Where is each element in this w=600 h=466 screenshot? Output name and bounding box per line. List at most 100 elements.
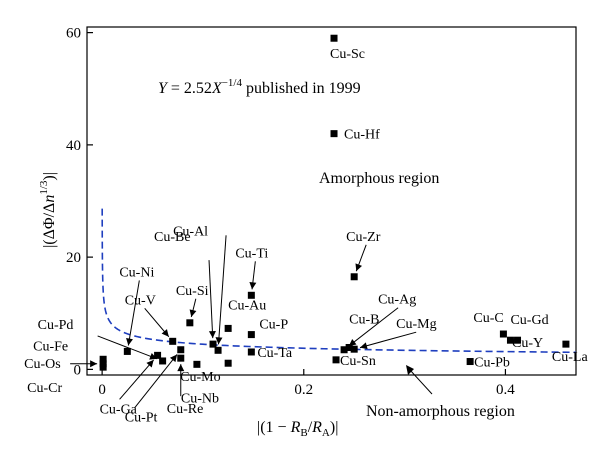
data-point-cu-sn (332, 356, 340, 364)
label-cu-mo: Cu-Mo (180, 370, 220, 385)
non-amorphous-region-label: Non-amorphous region (366, 403, 515, 420)
arrowhead-cu-pt (169, 354, 178, 363)
y-tick-label: 20 (66, 250, 81, 266)
arrow-cu-al (217, 235, 227, 345)
arrow-cu-ga (119, 359, 155, 400)
label-cu-nb: Cu-Nb (181, 391, 219, 406)
label-cu-gd: Cu-Gd (510, 313, 548, 328)
y-tick-label: 40 (66, 138, 81, 154)
arrow-cu-pt (134, 354, 178, 409)
data-point-cu-nb (193, 360, 201, 368)
fit-x-var: X (211, 80, 223, 97)
arrow-cu-ni (127, 280, 140, 346)
data-point-cu-ti (247, 291, 255, 299)
arrowhead-cu-be (208, 330, 216, 339)
data-point-cu-ta (247, 348, 255, 356)
arrowhead-cu-si (189, 309, 197, 317)
label-cu-ta: Cu-Ta (257, 346, 293, 361)
label-cu-sc: Cu-Sc (330, 47, 365, 62)
data-point-cu-al (214, 346, 222, 354)
data-point-cu-cr (99, 363, 107, 371)
data-point-cu-zr (350, 273, 358, 281)
data-point-cu-be (209, 340, 217, 348)
arrowhead-cu-ti (249, 281, 257, 290)
data-point-cu-ga (154, 351, 162, 359)
arrow-cu-mg (359, 331, 417, 349)
label-cu-re: Cu-Re (167, 402, 204, 417)
label-cu-au: Cu-Au (228, 298, 266, 313)
data-point-cu-fe (99, 355, 107, 363)
data-point-cu-hf (330, 130, 338, 138)
label-cu-fe: Cu-Fe (33, 339, 68, 354)
x-tick-label: 0.2 (294, 382, 313, 398)
data-point-cu-p (247, 331, 255, 339)
label-cu-hf: Cu-Hf (344, 128, 380, 143)
data-point-cu-mg (350, 345, 358, 353)
label-cu-sn: Cu-Sn (340, 354, 376, 369)
label-cu-c: Cu-C (473, 311, 503, 326)
data-point-cu-pb (466, 358, 474, 366)
label-cu-zr: Cu-Zr (346, 230, 381, 245)
label-cu-pd: Cu-Pd (38, 318, 74, 333)
arrow-cu-be (208, 260, 214, 339)
data-point-cu-c (499, 330, 507, 338)
data-point-cu-au (224, 324, 232, 332)
data-point-cu-re (177, 354, 185, 362)
amorphous-region-label: Amorphous region (319, 170, 439, 187)
arrowhead-cu-ga (146, 359, 154, 368)
label-cu-p: Cu-P (259, 318, 288, 333)
data-point-cu-y (514, 336, 522, 344)
data-point-cu-gd (506, 336, 514, 344)
data-point-cu-pt (177, 346, 185, 354)
label-cu-mg: Cu-Mg (396, 317, 436, 332)
arrow-cu-pd (97, 335, 158, 360)
fit-coefficient: = 2.52 (167, 80, 212, 97)
x-tick-label: 0 (98, 382, 106, 398)
label-cu-pt: Cu-Pt (125, 411, 158, 426)
fit-published-note: published in 1999 (242, 80, 361, 97)
y-tick-label: 60 (66, 26, 81, 42)
point-labels: Cu-Sc Cu-Hf Cu-Zr Cu-Ti Cu-Si Cu-Au Cu-P Cu-Ag C… (24, 47, 588, 426)
arrowhead-cu-al (215, 337, 223, 345)
fit-y-var: Y (158, 80, 169, 97)
y-tick-label: 0 (74, 362, 82, 378)
label-cu-b: Cu-B (349, 312, 379, 327)
label-cu-pb: Cu-Pb (474, 356, 510, 371)
non-amorphous-arrowhead (406, 365, 414, 375)
arrowhead-cu-v (161, 329, 169, 337)
arrowhead-cu-ni (126, 338, 133, 346)
label-cu-os: Cu-Os (24, 357, 61, 372)
arrowhead-cu-re (177, 364, 185, 372)
data-point-cu-b (345, 343, 353, 351)
data-point-cu-ag (340, 346, 348, 354)
axis-ticks: 0 0.2 0.4 0 20 40 60 (66, 26, 515, 398)
label-cu-ni: Cu-Ni (119, 265, 154, 280)
label-cu-cr: Cu-Cr (27, 381, 62, 396)
data-point-cu-pd (159, 357, 167, 365)
label-cu-be: Cu-Be (154, 230, 191, 245)
fit-curve (101, 208, 577, 354)
plot-frame (86, 26, 577, 376)
data-point-cu-sc (330, 34, 338, 42)
x-tick-label: 0.4 (496, 382, 515, 398)
non-amorphous-arrow (409, 369, 433, 395)
label-cu-ga: Cu-Ga (100, 402, 138, 417)
fit-exponent: −1/4 (222, 77, 243, 89)
arrowhead-cu-zr (355, 263, 363, 272)
arrowhead-cu-os (90, 360, 98, 368)
data-point-cu-la (562, 340, 570, 348)
arrowhead-cu-mg (359, 342, 368, 350)
label-cu-v: Cu-V (125, 293, 156, 308)
label-cu-la: Cu-La (552, 350, 589, 365)
x-axis-title: |(1 − RB/RA)| (257, 419, 338, 439)
data-point-cu-ni (123, 347, 131, 355)
label-cu-y: Cu-Y (512, 336, 543, 351)
label-cu-ag: Cu-Ag (378, 293, 416, 308)
label-cu-ti: Cu-Ti (235, 246, 268, 261)
label-cu-si: Cu-Si (176, 284, 209, 299)
data-point-cu-v (169, 337, 177, 345)
data-point-cu-mo (224, 359, 232, 367)
fit-equation-label: Y = 2.52X−1/4 published in 1999 (158, 77, 361, 97)
arrow-cu-ag (348, 307, 399, 347)
